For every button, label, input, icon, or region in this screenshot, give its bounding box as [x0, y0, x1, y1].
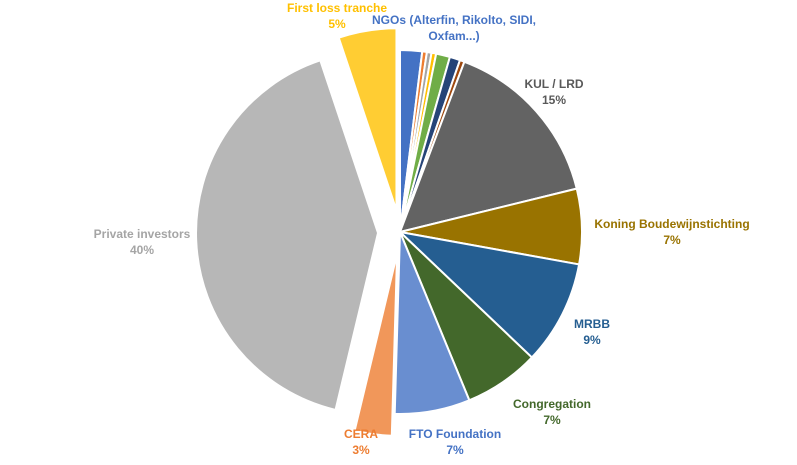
pie-slice-first-loss-tranche	[337, 27, 398, 212]
data-label-private-investors: Private investors 40%	[94, 227, 191, 257]
data-label-ngos-alterfin-rikolto-sidi-oxfam: NGOs (Alterfin, Rikolto, SIDI, Oxfam...)	[372, 13, 536, 43]
pie-slice-kul-lrd	[399, 60, 578, 233]
pie-slice-private-investors	[195, 59, 380, 411]
data-label-mrbb: MRBB 9%	[574, 317, 610, 347]
pie-slice-cera	[353, 252, 399, 437]
data-label-cera: CERA 3%	[344, 427, 378, 457]
pie-slices	[195, 27, 583, 437]
data-label-kul-lrd: KUL / LRD 15%	[524, 77, 583, 107]
data-label-fto-foundation: FTO Foundation 7%	[409, 427, 501, 457]
pie-slice-mrbb	[399, 231, 581, 359]
data-label-koning-boudewijnstichting: Koning Boudewijnstichting 7%	[594, 217, 749, 247]
data-label-first-loss-tranche: First loss tranche 5%	[287, 1, 387, 31]
data-label-congregation: Congregation 7%	[513, 397, 591, 427]
pie-labels: NGOs (Alterfin, Rikolto, SIDI, Oxfam...) K…	[94, 1, 750, 457]
pie-slice-fto-foundation	[393, 231, 471, 415]
